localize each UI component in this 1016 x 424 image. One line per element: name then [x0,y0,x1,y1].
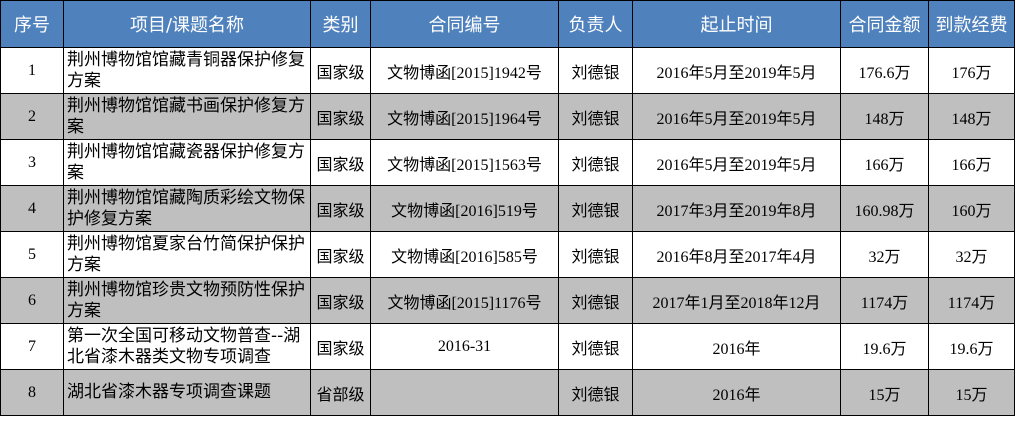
table-cell: 6 [0,277,64,324]
table-cell: 148万 [840,93,929,140]
table-cell: 2016年8月至2017年4月 [632,231,841,278]
project-name: 荆州博物馆馆藏书画保护修复方案 [63,93,311,140]
table-cell: 2 [0,93,64,140]
table-cell: 文物博函[2016]585号 [370,231,559,278]
table-cell: 刘德银 [558,369,633,416]
table-cell: 2016年5月至2019年5月 [632,47,841,94]
table-cell: 省部级 [310,369,371,416]
table-cell: 1174万 [928,277,1015,324]
table-cell: 1174万 [840,277,929,324]
table-cell: 刘德银 [558,47,633,94]
table-cell: 刘德银 [558,93,633,140]
project-name: 荆州博物馆珍贵文物预防性保护方案 [63,277,311,324]
table-cell: 176.6万 [840,47,929,94]
table-cell: 文物博函[2015]1964号 [370,93,559,140]
header-cell: 序号 [0,0,64,48]
table-row: 1 荆州博物馆馆藏青铜器保护修复方案 国家级 文物博函[2015]1942号 刘德银 20… [0,47,1015,94]
header-cell: 负责人 [558,0,633,48]
header-cell: 合同编号 [370,0,559,48]
table-cell: 7 [0,323,64,370]
project-name: 第一次全国可移动文物普查--湖北省漆木器类文物专项调查 [63,323,311,370]
table-cell: 8 [0,369,64,416]
table-cell: 2016年5月至2019年5月 [632,139,841,186]
header-cell: 起止时间 [632,0,841,48]
project-name: 湖北省漆木器专项调查课题 [63,369,311,416]
table-cell: 国家级 [310,231,371,278]
table-cell: 国家级 [310,93,371,140]
table-cell: 4 [0,185,64,232]
table-cell: 15万 [928,369,1015,416]
table-cell: 国家级 [310,139,371,186]
table-cell: 文物博函[2015]1176号 [370,277,559,324]
table-cell: 32万 [840,231,929,278]
table-cell: 176万 [928,47,1015,94]
table-cell: 148万 [928,93,1015,140]
table-cell: 2016年 [632,369,841,416]
table-cell: 19.6万 [840,323,929,370]
project-name: 荆州博物馆馆藏陶质彩绘文物保护修复方案 [63,185,311,232]
table-cell: 3 [0,139,64,186]
table-cell: 32万 [928,231,1015,278]
table-row: 5 荆州博物馆夏家台竹简保护保护方案 国家级 文物博函[2016]585号 刘德银 201… [0,231,1015,278]
table-cell: 刘德银 [558,277,633,324]
header-cell: 到款经费 [928,0,1015,48]
table-row: 3 荆州博物馆馆藏瓷器保护修复方案 国家级 文物博函[2015]1563号 刘德银 201… [0,139,1015,186]
table-cell: 文物博函[2015]1942号 [370,47,559,94]
table-cell: 刘德银 [558,323,633,370]
project-name: 荆州博物馆馆藏青铜器保护修复方案 [63,47,311,94]
table-cell: 2017年1月至2018年12月 [632,277,841,324]
table-row: 8 湖北省漆木器专项调查课题 省部级 刘德银 2016年 15万 15万 [0,369,1015,416]
table-cell: 1 [0,47,64,94]
table-row: 6 荆州博物馆珍贵文物预防性保护方案 国家级 文物博函[2015]1176号 刘德银 20… [0,277,1015,324]
table-cell: 15万 [840,369,929,416]
table-cell: 刘德银 [558,139,633,186]
header-cell: 项目/课题名称 [63,0,311,48]
header-row: 序号 项目/课题名称 类别 合同编号 负责人 起止时间 合同金额 到款经费 [0,0,1015,48]
table-cell: 2017年3月至2019年8月 [632,185,841,232]
table-cell: 160.98万 [840,185,929,232]
table-cell: 刘德银 [558,231,633,278]
table-cell: 5 [0,231,64,278]
table-cell: 国家级 [310,277,371,324]
table-cell: 2016-31 [370,323,559,370]
table-cell: 国家级 [310,47,371,94]
table-row: 7 第一次全国可移动文物普查--湖北省漆木器类文物专项调查 国家级 2016-31 刘德… [0,323,1015,370]
table-cell: 国家级 [310,323,371,370]
project-name: 荆州博物馆夏家台竹简保护保护方案 [63,231,311,278]
table-body: 1 荆州博物馆馆藏青铜器保护修复方案 国家级 文物博函[2015]1942号 刘德银 20… [0,47,1015,416]
table-cell: 文物博函[2016]519号 [370,185,559,232]
table-row: 4 荆州博物馆馆藏陶质彩绘文物保护修复方案 国家级 文物博函[2016]519号 刘德银… [0,185,1015,232]
table-cell: 文物博函[2015]1563号 [370,139,559,186]
table-cell: 2016年5月至2019年5月 [632,93,841,140]
project-name: 荆州博物馆馆藏瓷器保护修复方案 [63,139,311,186]
table-cell: 160万 [928,185,1015,232]
table-cell: 2016年 [632,323,841,370]
table-cell: 刘德银 [558,185,633,232]
header-cell: 合同金额 [840,0,929,48]
table-row: 2 荆州博物馆馆藏书画保护修复方案 国家级 文物博函[2015]1964号 刘德银 201… [0,93,1015,140]
table-cell: 166万 [840,139,929,186]
table-cell [370,369,559,416]
table-cell: 国家级 [310,185,371,232]
table-cell: 166万 [928,139,1015,186]
header-cell: 类别 [310,0,371,48]
table-cell: 19.6万 [928,323,1015,370]
